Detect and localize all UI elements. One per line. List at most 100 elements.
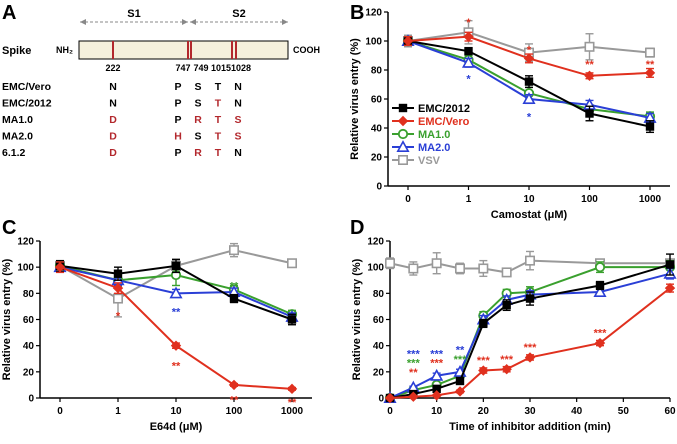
series-vsv [384,250,675,278]
s2-domain-arrow: S2 [190,8,288,25]
y-axis-title: Relative virus entry (%) [349,38,361,160]
significance-marker: ** [172,360,181,372]
legend-item-ma2-0: MA2.0 [392,140,450,154]
significance-marker: * [116,311,121,323]
series-emc-vero [384,282,676,404]
data-point [402,35,414,47]
data-point [524,77,534,86]
x-tick-label: 1 [466,194,472,205]
panel-d-letter: D [350,217,364,239]
y-tick-label: 80 [373,289,385,300]
data-point [54,261,66,273]
cooh-label: COOH [293,45,320,55]
data-point [584,70,595,81]
data-point [286,383,298,395]
y-tick-label: 0 [378,394,384,405]
data-point [454,263,465,274]
y-tick-label: 60 [373,315,385,326]
position-1028: 1028 [231,63,251,73]
x-tick-label: 60 [664,406,676,417]
y-tick-label: 60 [23,315,35,326]
y-tick-label: 40 [373,341,385,352]
data-point [645,122,655,131]
data-point [408,391,419,402]
significance-marker: * [527,111,532,123]
x-tick-label: 10 [431,406,443,417]
strain-name: MA2.0 [2,131,33,143]
y-tick-label: 120 [367,237,384,248]
significance-marker: *** [594,328,608,340]
significance-marker: ** [288,397,297,409]
strain-name: EMC/2012 [2,98,52,110]
strain-row-ma2-0: MA2.0 D H S T S [2,131,242,143]
y-tick-label: 40 [371,124,383,135]
data-point [664,282,676,294]
panel-b-letter: B [350,2,364,24]
data-point [113,293,124,304]
residue-1028: S [234,131,241,143]
y-tick-label: 60 [371,95,383,106]
data-point [228,379,240,391]
data-point [478,365,489,376]
s1-label: S1 [127,8,140,20]
data-point [398,103,408,113]
residue-747: P [174,147,181,159]
residue-1015: T [215,114,222,126]
residue-222: D [109,131,117,143]
data-point [455,376,465,386]
x-tick-label: 100 [581,194,598,205]
y-tick-label: 80 [23,289,35,300]
significance-marker: *** [477,355,491,367]
data-point [112,282,124,294]
residue-1028: N [234,98,242,110]
significance-marker: *** [430,358,444,370]
significance-marker: ** [409,367,418,379]
strain-name: MA1.0 [2,114,33,126]
data-point [502,300,511,310]
data-point [522,92,536,104]
significance-marker: * [466,17,471,29]
y-tick-label: 20 [373,367,385,378]
residue-222: N [109,98,117,110]
y-axis-title: Relative virus entry (%) [1,258,13,380]
residue-1015: T [215,81,222,93]
data-point [287,315,297,324]
s1-domain-arrow: S1 [80,8,188,25]
residue-222: D [109,114,117,126]
data-point [432,384,441,394]
legend-label: VSV [418,155,441,167]
data-point [584,41,595,52]
significance-marker: * [527,45,532,57]
data-point [524,255,535,266]
legend-item-emc-2012: EMC/2012 [392,103,470,115]
y-tick-label: 20 [371,153,383,164]
residue-1015: T [215,147,222,159]
position-749: 749 [193,63,208,73]
residue-749: S [194,98,201,110]
x-tick-label: 50 [618,406,630,417]
legend-label: EMC/2012 [418,103,470,115]
y-tick-label: 40 [23,341,35,352]
series-ma2-0 [383,266,677,404]
data-point [384,258,395,269]
y-tick-label: 120 [17,237,34,248]
data-point [229,294,239,303]
series-emc-vero [54,261,298,395]
panel-a-letter: A [2,2,16,24]
legend-item-vsv: VSV [392,155,441,167]
mutation-site-markers [112,41,237,59]
significance-marker: ** [230,394,239,406]
significance-marker: ** [172,307,181,319]
strain-name: 6.1.2 [2,147,26,159]
residue-222: N [109,81,117,93]
x-tick-label: 30 [524,406,536,417]
data-point [501,364,512,375]
residue-1028: N [234,147,242,159]
data-point [170,340,182,351]
residue-747: P [174,81,181,93]
data-point [463,31,474,42]
y-tick-label: 20 [23,367,35,378]
panel-d-time-of-addition-chart: D 0 20 40 60 80 100 120 0 10 20 30 40 50 60 Time of in… [350,217,677,433]
y-tick-label: 0 [28,394,34,405]
